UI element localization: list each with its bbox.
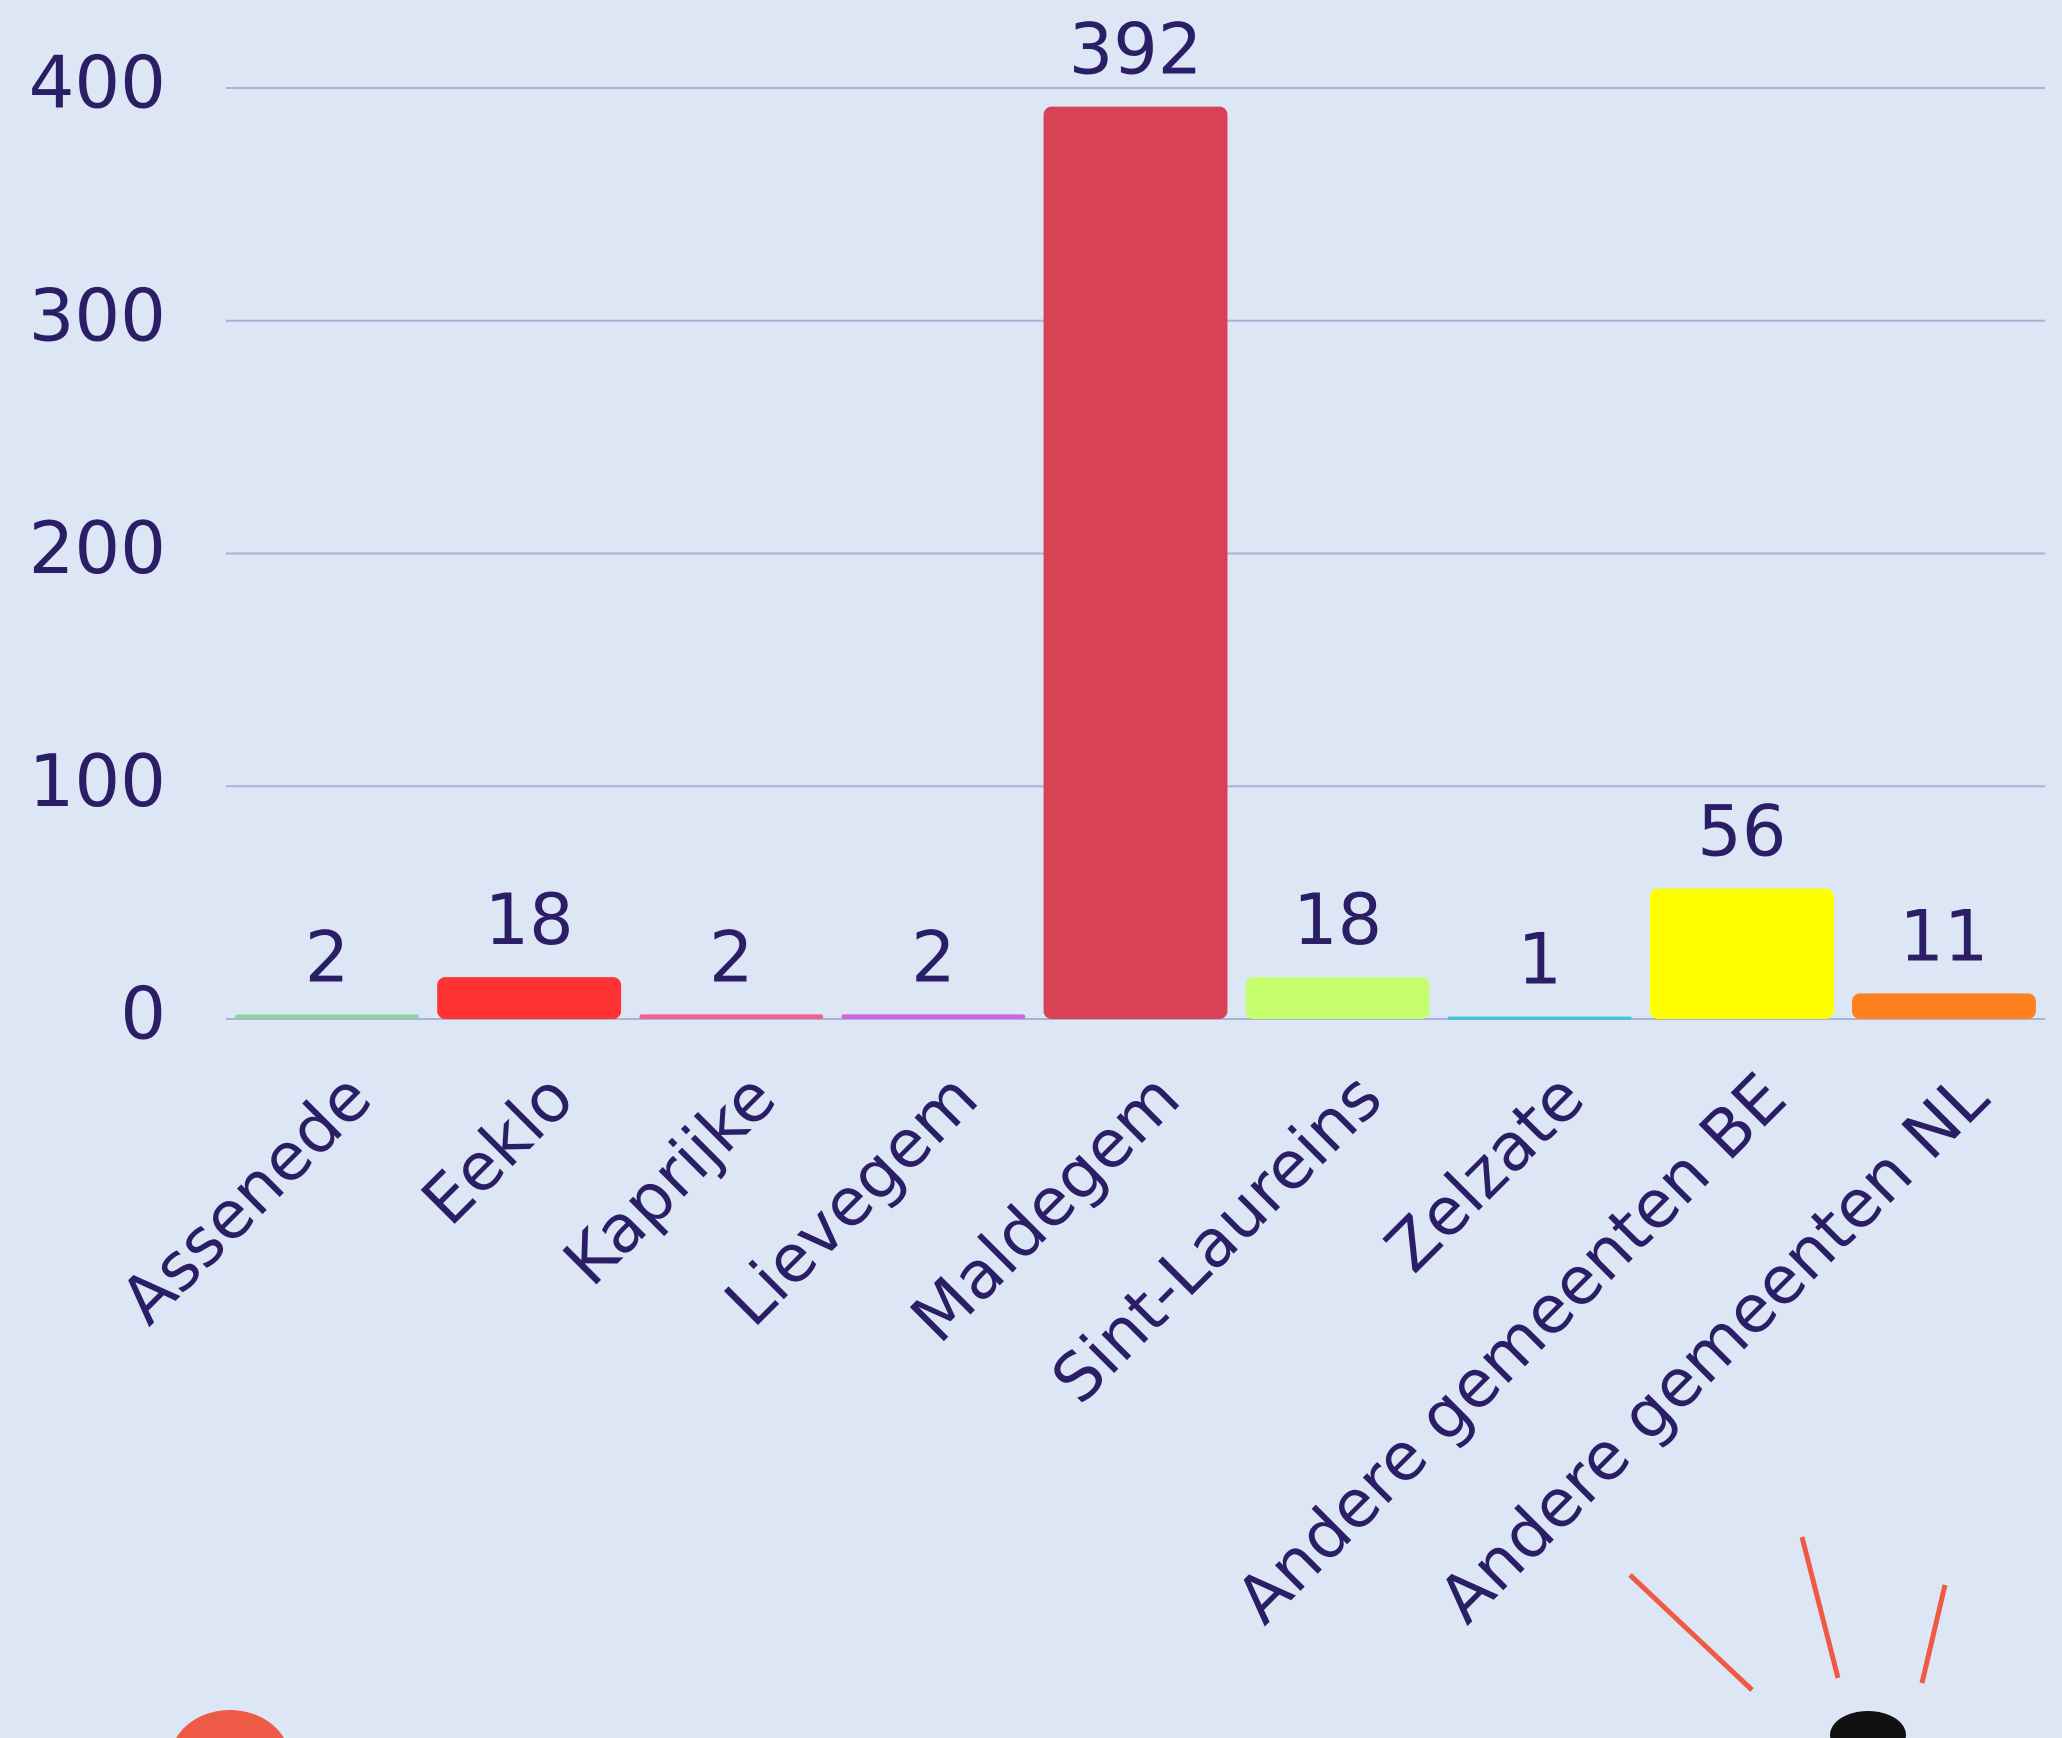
bar [1649,888,1834,1019]
value-label: 2 [709,916,754,998]
bar [437,977,622,1019]
value-label: 2 [911,916,956,998]
bar [1245,977,1430,1019]
value-label: 2 [305,916,350,998]
y-tick-label: 400 [29,41,166,125]
decor-blob [176,1710,284,1738]
value-label: 392 [1069,9,1203,91]
value-label: 1 [1517,919,1562,1001]
decor-ray [1919,1584,1948,1684]
bar [235,1014,420,1019]
bar [1447,1016,1632,1020]
value-label: 11 [1899,895,1988,977]
decoration [176,1536,1948,1738]
y-tick-label: 0 [120,972,166,1056]
value-label: 18 [485,879,574,961]
bar [1851,993,2036,1019]
decor-ray [1799,1536,1841,1679]
y-tick-label: 300 [29,273,166,357]
y-tick-label: 200 [29,506,166,590]
bar [639,1014,824,1019]
x-tick-label: Assenede [106,1059,386,1339]
bar [1043,106,1228,1020]
value-label: 18 [1293,879,1382,961]
decor-ray [1628,1573,1754,1692]
y-tick-label: 100 [29,739,166,823]
x-tick-label: Eeklo [407,1059,588,1240]
decor-shape [1830,1711,1906,1738]
value-label: 56 [1697,791,1786,873]
bar [841,1014,1026,1019]
